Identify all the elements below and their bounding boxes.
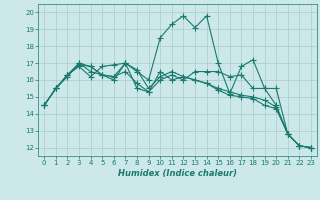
X-axis label: Humidex (Indice chaleur): Humidex (Indice chaleur): [118, 169, 237, 178]
